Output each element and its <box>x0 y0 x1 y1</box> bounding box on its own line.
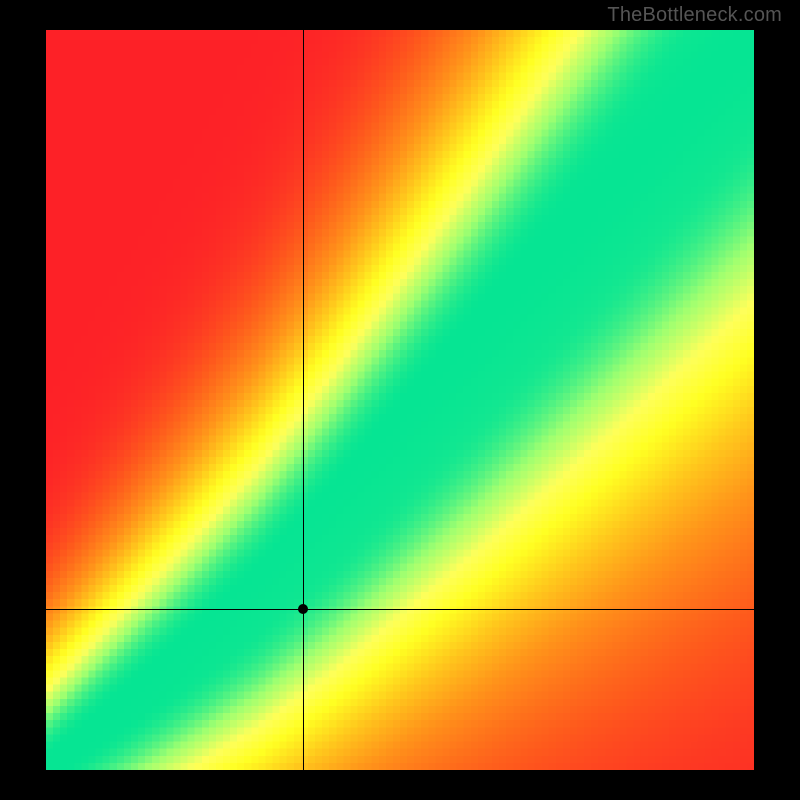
heatmap-canvas <box>46 30 754 770</box>
crosshair-vertical <box>303 30 304 770</box>
heatmap-plot-area <box>46 30 754 770</box>
crosshair-horizontal <box>46 609 754 610</box>
marker-dot <box>298 604 308 614</box>
watermark-label: TheBottleneck.com <box>607 4 782 27</box>
chart-container: TheBottleneck.com <box>0 0 800 800</box>
